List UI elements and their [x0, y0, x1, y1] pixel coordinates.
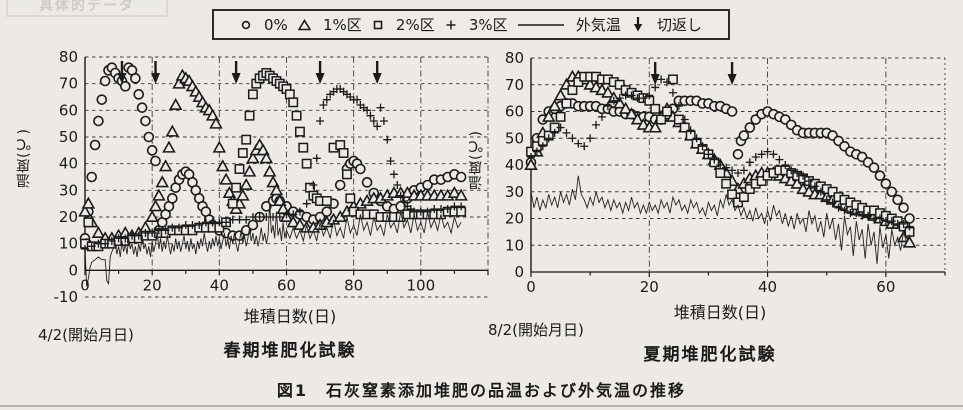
x-tick-label: 20 — [640, 278, 659, 296]
legend-label-1pct: 1%区 — [322, 16, 362, 34]
square-marker-icon — [372, 19, 384, 31]
turning-arrow — [727, 62, 737, 85]
y-tick-label: 50 — [59, 128, 78, 146]
y-tick-label: 10 — [505, 236, 524, 254]
series-3%区 — [527, 75, 914, 231]
y-tick-label: 20 — [505, 210, 524, 228]
x-axis-title-summer: 堆積日数(日) — [673, 303, 767, 322]
x-tick-label: 40 — [210, 276, 229, 294]
turning-arrow — [231, 61, 241, 84]
legend-label-3pct: 3%区 — [468, 16, 508, 34]
y-tick-label: 60 — [59, 101, 78, 119]
y-tick-label: 50 — [505, 129, 524, 147]
turning-arrow — [650, 62, 660, 85]
series-外気温 — [84, 203, 462, 287]
y-tick-label: 40 — [59, 155, 78, 173]
y-tick-label: 80 — [505, 49, 524, 67]
scan-edge-line — [0, 405, 963, 407]
x-tick-label: 0 — [526, 278, 536, 296]
y-tick-label: 40 — [505, 156, 524, 174]
chart-title-summer: 夏期堆肥化試験 — [643, 345, 777, 365]
plus-marker-icon — [445, 19, 457, 31]
turning-arrow — [151, 61, 161, 84]
series-3%区 — [81, 85, 466, 253]
legend-item-outside-temp: 外気温 — [517, 14, 621, 35]
y-axis-title-spring: 温度(℃) — [16, 128, 32, 188]
line-marker-icon — [517, 20, 564, 30]
y-tick-label: 70 — [59, 75, 78, 93]
y-tick-label: 70 — [505, 76, 524, 94]
y-tick-label: -10 — [54, 288, 79, 306]
y-tick-label: 0 — [68, 261, 78, 279]
x-tick-label: 0 — [80, 276, 90, 294]
y-tick-label: 80 — [59, 48, 78, 66]
legend-label-outside-temp: 外気温 — [575, 16, 621, 34]
y-tick-label: 30 — [505, 183, 524, 201]
legend-item-0pct: 0% — [240, 16, 288, 34]
x-tick-label: 100 — [407, 276, 436, 294]
circle-marker-icon — [240, 19, 252, 31]
x-tick-label: 80 — [344, 276, 363, 294]
series-1%区 — [78, 68, 468, 244]
x-tick-label: 60 — [277, 276, 296, 294]
y-axis-title-summer: 温度(℃) — [468, 130, 484, 190]
legend-label-turning: 切返し — [656, 16, 702, 34]
legend-item-turning: 切返し — [631, 14, 702, 35]
turning-arrow — [315, 61, 325, 84]
chart-title-spring: 春期堆肥化試験 — [223, 341, 357, 361]
triangle-marker-icon — [297, 18, 311, 31]
x-tick-label: 20 — [143, 276, 162, 294]
y-tick-label: 30 — [59, 181, 78, 199]
y-tick-label: 10 — [59, 235, 78, 253]
turning-arrow — [117, 61, 127, 84]
watermark-label: 具体的データ — [6, 0, 168, 17]
y-tick-label: 20 — [59, 208, 78, 226]
legend-item-1pct: 1%区 — [297, 14, 362, 35]
down-arrow-icon — [631, 16, 645, 33]
y-tick-label: 0 — [514, 263, 524, 281]
figure-caption: 図1 石灰窒素添加堆肥の品温および外気温の推移 — [276, 381, 687, 400]
x-tick-label: 60 — [876, 278, 895, 296]
legend-label-2pct: 2%区 — [395, 16, 435, 34]
legend-item-2pct: 2%区 — [372, 14, 435, 35]
series-外気温 — [530, 175, 910, 265]
start-date-spring: 4/2(開始月日) — [38, 326, 134, 344]
chart-summer: 0 20 40 60 0 10 20 30 40 50 60 70 80 — [505, 49, 946, 296]
y-tick-label: 60 — [505, 103, 524, 121]
start-date-summer: 8/2(開始月日) — [488, 321, 584, 339]
turning-arrow — [372, 61, 382, 84]
legend-item-3pct: 3%区 — [445, 14, 508, 35]
legend-label-0pct: 0% — [264, 15, 288, 34]
legend-box: 0% 1%区 2%区 3%区 外気温 切返し — [212, 9, 730, 40]
x-tick-label: 40 — [758, 278, 777, 296]
x-axis-title-spring: 堆積日数(日) — [243, 307, 337, 326]
